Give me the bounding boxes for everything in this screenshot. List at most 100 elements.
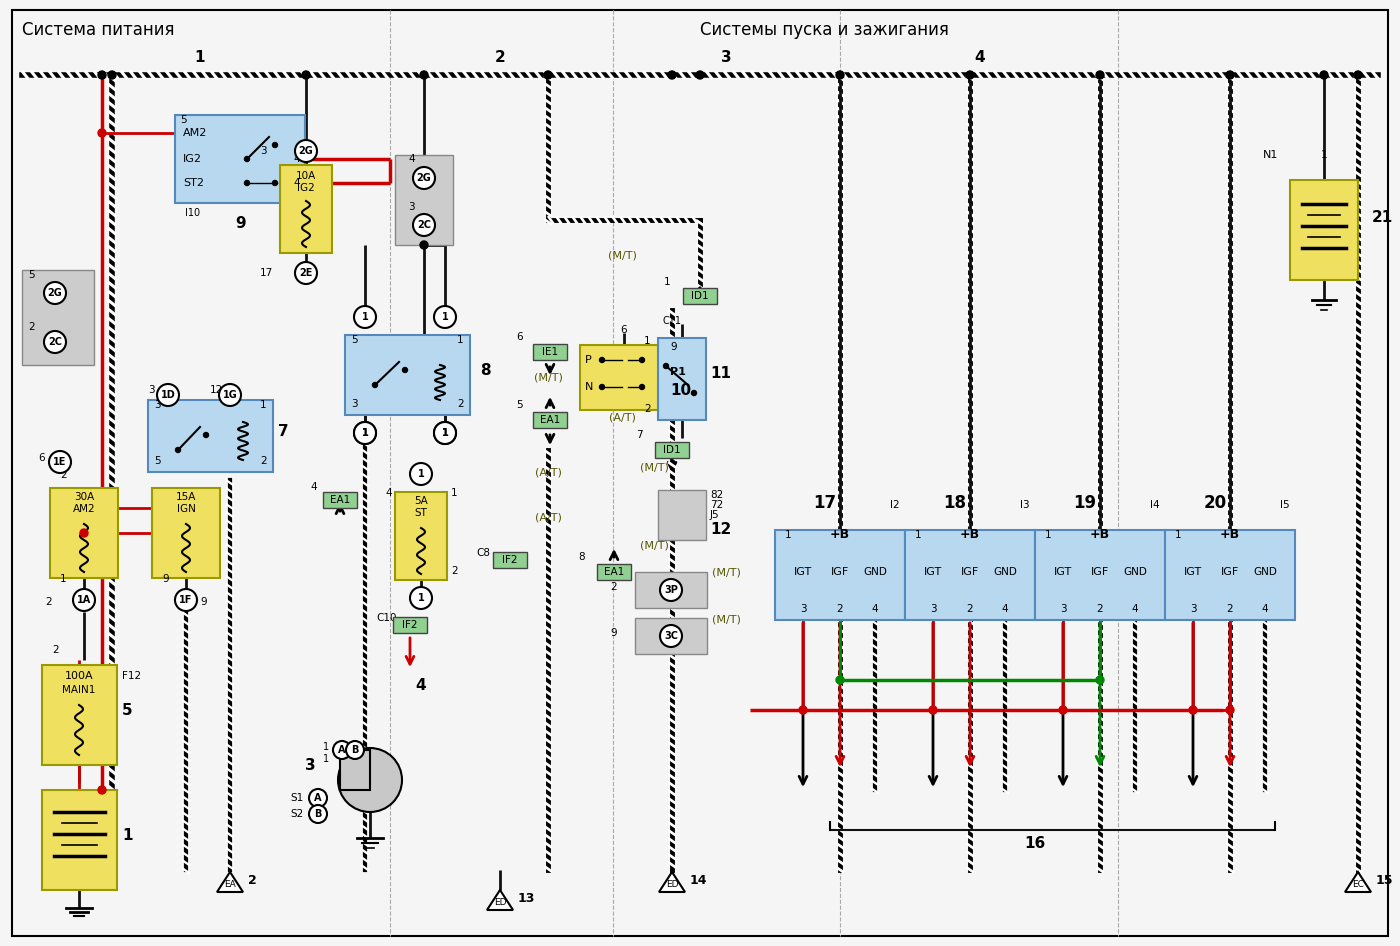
Text: I10: I10	[185, 208, 200, 218]
Circle shape	[410, 587, 433, 609]
Circle shape	[273, 181, 277, 185]
Circle shape	[175, 447, 181, 452]
Bar	[395, 492, 447, 580]
Text: EC: EC	[1352, 880, 1364, 888]
Text: 1: 1	[60, 574, 67, 584]
Text: J5: J5	[710, 510, 720, 520]
Bar	[148, 400, 273, 472]
Text: 2: 2	[248, 873, 256, 886]
Text: 8: 8	[578, 552, 585, 562]
Text: 5: 5	[181, 115, 186, 125]
Text: 2: 2	[610, 582, 617, 592]
Text: 1: 1	[441, 428, 448, 438]
Circle shape	[98, 129, 106, 137]
Text: 18: 18	[944, 494, 966, 512]
Text: I4: I4	[1149, 500, 1159, 510]
Circle shape	[930, 706, 937, 714]
Circle shape	[1226, 706, 1233, 714]
Text: 16: 16	[1025, 836, 1046, 851]
Text: 1: 1	[361, 428, 368, 438]
Text: +B: +B	[1091, 528, 1110, 541]
Circle shape	[302, 71, 309, 79]
Circle shape	[1226, 71, 1233, 79]
Circle shape	[1096, 71, 1105, 79]
Text: 4: 4	[309, 482, 316, 492]
Text: 4: 4	[974, 50, 986, 65]
Text: 7: 7	[636, 430, 643, 440]
Text: 7: 7	[279, 424, 288, 439]
Text: 20: 20	[1204, 494, 1226, 512]
Bar	[280, 165, 332, 253]
Text: 10: 10	[671, 383, 692, 398]
Circle shape	[668, 71, 676, 79]
Text: 1G: 1G	[223, 390, 238, 400]
Circle shape	[346, 741, 364, 759]
Text: C8: C8	[476, 548, 490, 558]
Text: ED: ED	[666, 880, 678, 888]
Text: 3: 3	[260, 146, 266, 156]
Circle shape	[599, 358, 605, 362]
Bar	[50, 488, 118, 578]
Bar	[1165, 530, 1295, 620]
Text: 1D: 1D	[161, 390, 175, 400]
Text: 9: 9	[671, 342, 676, 352]
Text: +B: +B	[830, 528, 850, 541]
Text: 12: 12	[710, 522, 731, 537]
Text: 72: 72	[710, 500, 724, 510]
Text: (M/T): (M/T)	[640, 540, 669, 550]
Text: EA1: EA1	[540, 415, 560, 425]
Circle shape	[1096, 676, 1105, 684]
Text: 15A: 15A	[176, 492, 196, 502]
Circle shape	[410, 463, 433, 485]
Text: 2: 2	[494, 50, 505, 65]
Text: 12: 12	[210, 385, 223, 395]
Text: 3: 3	[1060, 604, 1067, 614]
Circle shape	[420, 71, 428, 79]
Text: AM2: AM2	[73, 504, 95, 514]
Text: (M/T): (M/T)	[713, 567, 741, 577]
Circle shape	[434, 306, 456, 328]
Circle shape	[295, 262, 316, 284]
Bar	[323, 492, 357, 508]
Bar	[533, 412, 567, 428]
Circle shape	[1058, 706, 1067, 714]
Text: 4: 4	[414, 678, 426, 693]
Text: (M/T): (M/T)	[533, 372, 563, 382]
Text: 5: 5	[517, 400, 522, 410]
Text: 4: 4	[872, 604, 878, 614]
Text: 1: 1	[456, 335, 463, 345]
Text: 2: 2	[1096, 604, 1103, 614]
Circle shape	[413, 214, 435, 236]
Text: 9: 9	[610, 628, 617, 638]
Circle shape	[157, 384, 179, 406]
Circle shape	[403, 367, 407, 373]
Text: IGF: IGF	[960, 567, 979, 577]
Text: 2G: 2G	[48, 288, 63, 298]
Text: 3: 3	[407, 202, 414, 212]
Circle shape	[354, 422, 377, 444]
Circle shape	[273, 143, 277, 148]
Text: 1: 1	[644, 336, 651, 346]
Text: 3: 3	[721, 50, 731, 65]
Text: (A/T): (A/T)	[535, 467, 561, 477]
Text: 2G: 2G	[417, 173, 431, 183]
Text: 1: 1	[417, 469, 424, 479]
Text: B: B	[315, 809, 322, 819]
Text: I5: I5	[1280, 500, 1289, 510]
Circle shape	[218, 384, 241, 406]
Text: 2: 2	[60, 470, 67, 480]
Text: 2E: 2E	[300, 268, 312, 278]
Text: I2: I2	[890, 500, 900, 510]
Text: 30A: 30A	[74, 492, 94, 502]
Bar	[393, 617, 427, 633]
Text: +B: +B	[960, 528, 980, 541]
Circle shape	[1320, 71, 1329, 79]
Text: 1: 1	[260, 400, 266, 410]
Text: GND: GND	[1123, 567, 1147, 577]
Circle shape	[175, 589, 197, 611]
Text: 1: 1	[417, 593, 424, 603]
Text: 15: 15	[1376, 873, 1393, 886]
Text: 6: 6	[620, 325, 627, 335]
Text: C10: C10	[377, 613, 396, 623]
Polygon shape	[659, 872, 685, 892]
